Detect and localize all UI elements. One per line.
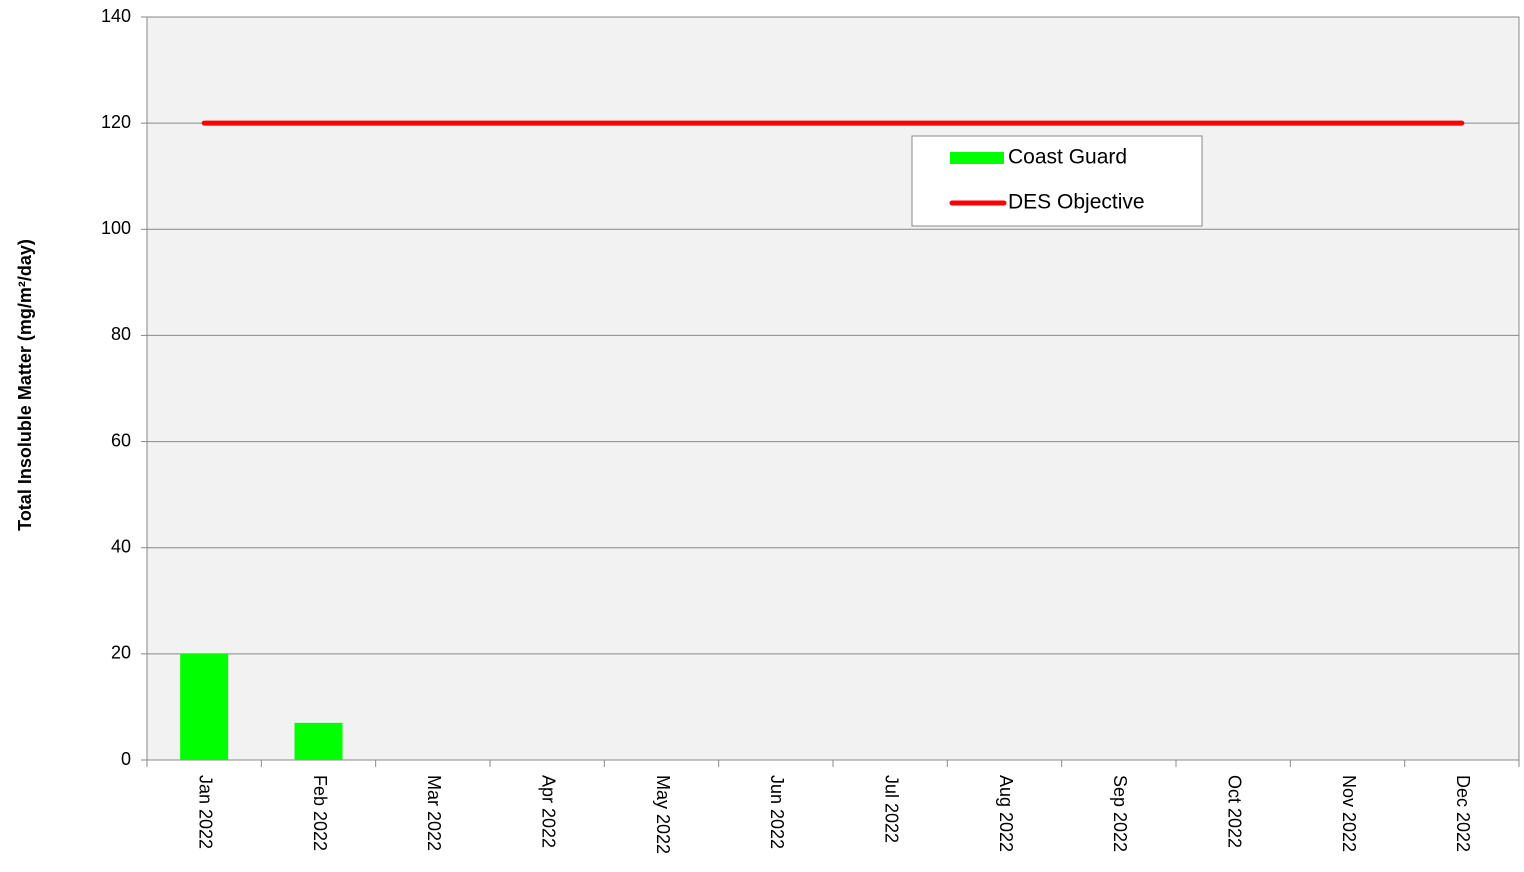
legend-swatch xyxy=(950,152,1004,164)
x-tick-label: May 2022 xyxy=(653,775,673,854)
y-tick-label: 20 xyxy=(111,643,131,663)
x-tick-label: Jan 2022 xyxy=(195,775,215,849)
plot-area xyxy=(146,16,1520,761)
x-tick-label: Mar 2022 xyxy=(424,775,444,851)
bar xyxy=(294,722,343,760)
legend-label: Coast Guard xyxy=(1008,146,1127,169)
x-tick-label: Jul 2022 xyxy=(881,775,901,843)
y-tick-label: 140 xyxy=(101,6,131,26)
x-tick-label: Aug 2022 xyxy=(996,775,1016,852)
x-tick-label: Sep 2022 xyxy=(1110,775,1130,852)
x-tick-label: Oct 2022 xyxy=(1224,775,1244,848)
y-axis-label: Total Insoluble Matter (mg/m²/day) xyxy=(15,239,35,531)
y-tick-label: 60 xyxy=(111,430,131,450)
legend-box xyxy=(911,135,1203,227)
y-tick-label: 120 xyxy=(101,112,131,132)
legend-label: DES Objective xyxy=(1008,191,1145,214)
x-tick-label: Jun 2022 xyxy=(767,775,787,849)
y-tick-label: 40 xyxy=(111,536,131,556)
x-tick-label: Nov 2022 xyxy=(1339,775,1359,852)
x-tick-label: Apr 2022 xyxy=(538,775,558,848)
y-tick-label: 0 xyxy=(121,749,131,769)
y-tick-label: 100 xyxy=(101,218,131,238)
x-tick-label: Feb 2022 xyxy=(310,775,330,851)
y-tick-label: 80 xyxy=(111,324,131,344)
x-tick-label: Dec 2022 xyxy=(1453,775,1473,852)
bar xyxy=(180,653,229,760)
